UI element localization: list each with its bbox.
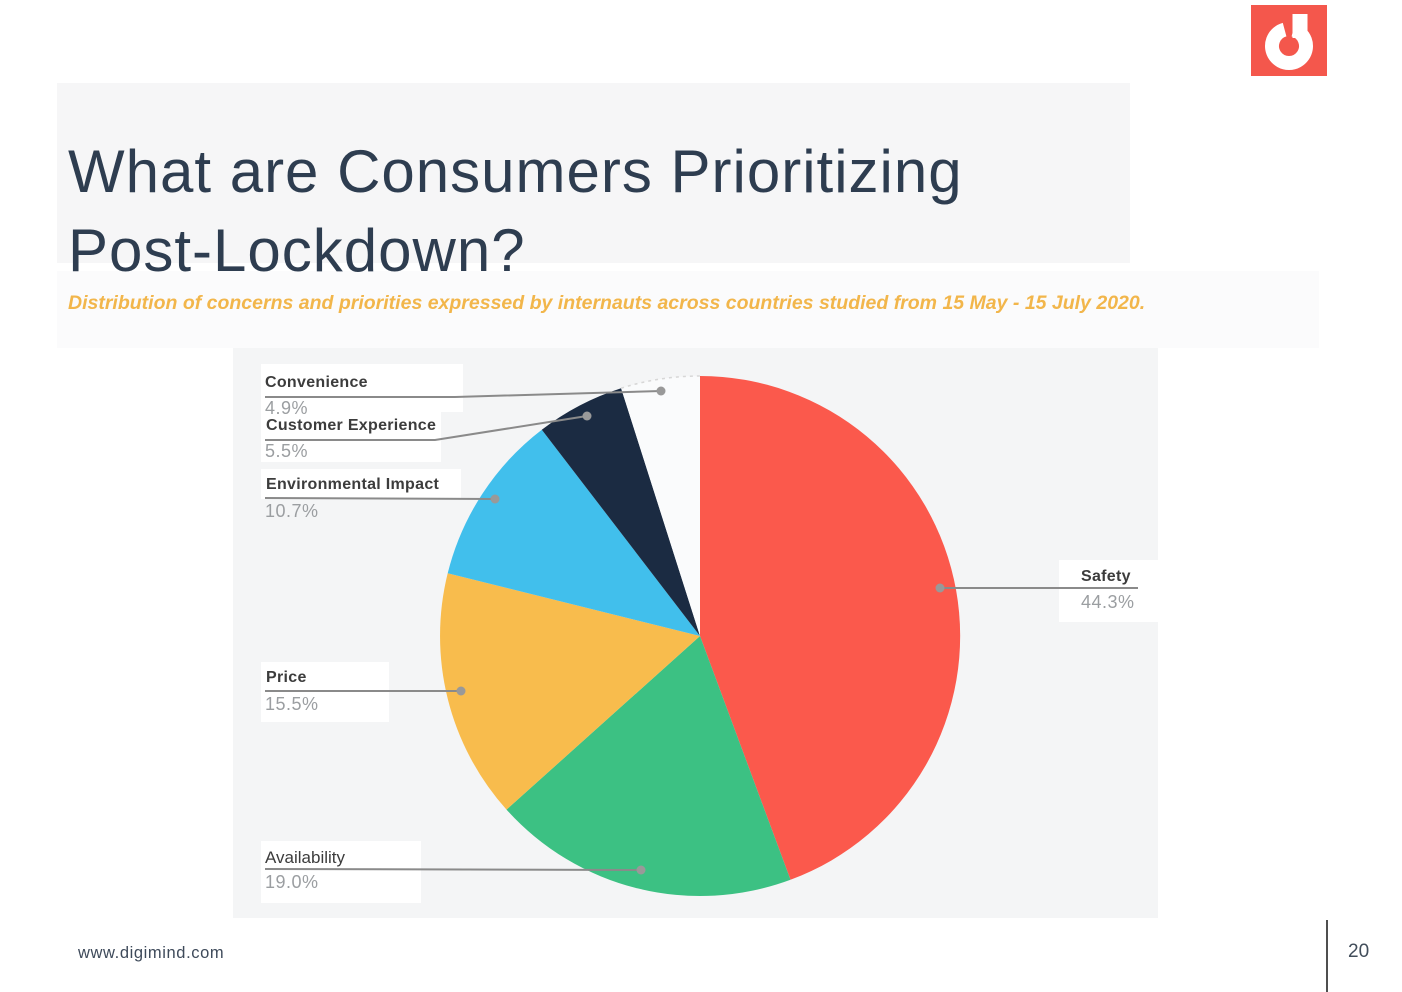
callout-price: Price <box>266 669 307 687</box>
pie-chart <box>261 364 1158 903</box>
title-band <box>57 83 1130 263</box>
digimind-logo-glyph <box>1265 14 1313 70</box>
callout-environmental-impact: Environmental Impact <box>266 476 439 494</box>
leader-dot-availability <box>636 865 646 875</box>
leader-dot-customer-experience <box>582 411 592 421</box>
subtitle-band <box>57 271 1319 348</box>
callout-customer-experience-label: Customer Experience <box>266 417 437 434</box>
callout-safety-label: Safety <box>1081 568 1131 585</box>
page-title: What are Consumers Prioritizing Post-Loc… <box>68 132 1168 290</box>
callout-availability-label: Availability <box>265 848 346 867</box>
pie-slice-customer-experience <box>541 388 700 636</box>
callout-price-pct: 15.5% <box>265 694 319 714</box>
callout-environmental-impact-label: Environmental Impact <box>266 476 440 493</box>
pie-slice-price <box>440 573 700 810</box>
footer-website-link[interactable]: www.digimind.com <box>78 944 225 962</box>
pie-slice-environmental-impact <box>447 429 700 636</box>
page-title-line-2: Post-Lockdown? <box>68 217 526 285</box>
chart-subtitle: Distribution of concerns and priorities … <box>68 292 1146 314</box>
callout-safety: Safety <box>1081 568 1131 586</box>
leader-line-availability <box>264 868 642 871</box>
callout-customer-experience-pct: 5.5% <box>265 441 309 461</box>
page-number: 20 <box>1348 941 1370 962</box>
callout-convenience-pct: 4.9% <box>265 398 309 418</box>
pie-slice-safety <box>700 375 961 880</box>
pie-slice-availability <box>506 636 791 897</box>
leader-line-environmental-impact <box>264 497 496 500</box>
leader-dot-environmental-impact <box>490 494 500 504</box>
callout-availability: Availability <box>265 848 345 868</box>
footer-divider <box>1326 920 1328 992</box>
callout-price-label: Price <box>266 669 307 686</box>
leader-dot-price <box>456 686 466 696</box>
callout-convenience-label: Convenience <box>265 374 368 391</box>
leader-dot-safety <box>935 583 945 593</box>
callout-environmental-impact-pct: 10.7% <box>265 501 319 521</box>
leader-dot-convenience <box>656 386 666 396</box>
page-title-line-1: What are Consumers Prioritizing <box>68 138 963 206</box>
callout-customer-experience: Customer Experience <box>266 417 436 435</box>
callout-availability-pct: 19.0% <box>265 872 319 892</box>
pie-slice-convenience <box>621 375 700 636</box>
callout-convenience: Convenience <box>265 374 368 392</box>
leader-line-convenience <box>265 390 662 398</box>
pie-chart-panel: Convenience 4.9% Customer Experience 5.5… <box>233 348 1158 918</box>
callout-safety-pct: 44.3% <box>1081 592 1135 612</box>
pie-slices <box>440 375 961 897</box>
digimind-logo <box>1251 5 1327 76</box>
leader-line-customer-experience <box>265 415 588 441</box>
